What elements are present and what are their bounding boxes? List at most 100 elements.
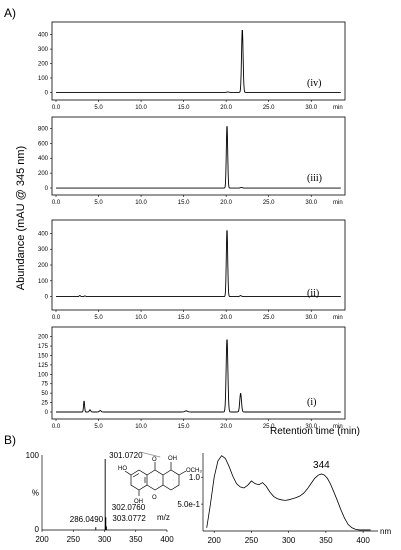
x-unit-label: min <box>333 315 343 321</box>
uv-spectrum: 1.0 5.0e-1 200 250 300 350 400 nm 344 <box>177 453 391 545</box>
chromatogram-frame <box>51 21 346 101</box>
ms-y-tick-top: 100 <box>26 451 40 460</box>
chromatogram-label: (iii) <box>307 173 322 184</box>
x-tick-label: 10.0 <box>135 315 147 321</box>
x-tick-label: 5.0 <box>94 424 103 430</box>
y-tick-label: 0 <box>45 90 49 96</box>
panel-b-label: B) <box>4 433 16 447</box>
uv-x-tick-label: 250 <box>245 536 259 545</box>
x-tick-label: 0.0 <box>52 315 61 321</box>
y-tick-label: 100 <box>38 372 49 378</box>
ms-peak-label: 302.0760 <box>112 503 146 512</box>
y-tick-label: 175 <box>38 344 49 350</box>
chromatogram-frame <box>51 326 346 420</box>
x-tick-label: 15.0 <box>178 424 190 430</box>
y-tick-label: 600 <box>38 141 49 147</box>
chromatogram-label: (ii) <box>307 288 319 299</box>
ms-peak-label: 303.0772 <box>112 514 146 523</box>
panel-a-label: A) <box>4 6 16 20</box>
atom-o-keto: O <box>152 495 157 501</box>
chromatogram-4: 0.0 5.0 10.0 15.0 20.0 25.0 30.0 min 0 25 50 75 100 1… <box>38 326 346 430</box>
ms-x-tick-label: 250 <box>67 535 81 544</box>
x-tick-label: 30.0 <box>305 200 317 206</box>
chromatogram-trace <box>56 126 341 189</box>
ms-x-tick-label: 200 <box>35 535 49 544</box>
y-tick-label: 100 <box>38 76 49 82</box>
ms-y-percent: % <box>32 489 39 498</box>
chromatograms: 0.0 5.0 10.0 15.0 20.0 25.0 30.0 min 0 100 200 300 4… <box>38 21 346 430</box>
x-tick-label: 20.0 <box>220 424 232 430</box>
x-tick-label: 15.0 <box>178 105 190 111</box>
ms-peak-label: 286.0490 <box>70 515 104 524</box>
chromatogram-trace <box>56 29 341 93</box>
chromatogram-label: (i) <box>307 397 316 408</box>
uv-y-tick-label: 1.0 <box>189 473 201 482</box>
x-tick-label: 5.0 <box>94 315 103 321</box>
x-tick-label: 20.0 <box>220 200 232 206</box>
y-tick-label: 400 <box>38 156 49 162</box>
y-tick-label: 0 <box>45 410 49 416</box>
y-tick-label: 0 <box>45 186 49 192</box>
ms-x-tick-label: 400 <box>160 535 174 544</box>
x-tick-label: 5.0 <box>94 200 103 206</box>
uv-peak-annotation: 344 <box>313 460 330 471</box>
y-axis-label: Abundance (mAU @ 345 nm) <box>15 146 27 290</box>
x-tick-label: 10.0 <box>135 424 147 430</box>
x-tick-label: 15.0 <box>178 200 190 206</box>
x-tick-label: 0.0 <box>52 105 61 111</box>
uv-x-tick-label: 200 <box>207 536 221 545</box>
x-tick-label: 30.0 <box>305 424 317 430</box>
y-tick-label: 200 <box>38 171 49 177</box>
atom-oh-bottom: OH <box>134 499 143 505</box>
x-tick-label: 30.0 <box>305 105 317 111</box>
y-tick-label: 400 <box>38 231 49 237</box>
x-tick-label: 15.0 <box>178 315 190 321</box>
x-tick-label: 0.0 <box>52 424 61 430</box>
x-tick-label: 25.0 <box>263 315 275 321</box>
atom-o-ring: O <box>152 457 157 463</box>
x-tick-label: 25.0 <box>263 424 275 430</box>
x-tick-label: 25.0 <box>263 200 275 206</box>
uv-x-tick-label: 400 <box>356 536 370 545</box>
chemical-structure: HO OH OCH₃ O OH O <box>118 456 202 505</box>
y-tick-label: 300 <box>38 247 49 253</box>
ms-x-tick-label: 300 <box>98 535 112 544</box>
y-tick-label: 100 <box>38 279 49 285</box>
x-unit-label: min <box>333 200 343 206</box>
y-tick-label: 200 <box>38 62 49 68</box>
chromatogram-label: (iv) <box>307 78 321 89</box>
ms-x-unit: m/z <box>157 513 170 522</box>
y-tick-label: 150 <box>38 353 49 359</box>
x-unit-label: min <box>333 105 343 111</box>
atom-ho: HO <box>118 466 127 472</box>
x-tick-label: 25.0 <box>263 105 275 111</box>
chromatogram-frame <box>51 116 346 196</box>
x-tick-label: 5.0 <box>94 105 103 111</box>
ms-annotation-arrow <box>140 451 161 458</box>
y-tick-label: 0 <box>45 295 49 301</box>
x-tick-label: 0.0 <box>52 200 61 206</box>
chromatogram-3: 0.0 5.0 10.0 15.0 20.0 25.0 30.0 min 0 100 200 300 4… <box>38 219 346 321</box>
y-tick-label: 200 <box>38 263 49 269</box>
y-tick-label: 800 <box>38 126 49 132</box>
structure-bonds <box>124 462 187 496</box>
atom-och3: OCH₃ <box>186 468 202 474</box>
uv-trace <box>206 455 371 531</box>
uv-x-tick-label: 300 <box>282 536 296 545</box>
y-tick-label: 300 <box>38 47 49 53</box>
y-tick-label: 25 <box>41 401 48 407</box>
y-tick-label: 200 <box>38 335 49 341</box>
x-tick-label: 20.0 <box>220 105 232 111</box>
x-tick-label: 30.0 <box>305 315 317 321</box>
x-tick-label: 10.0 <box>135 105 147 111</box>
uv-x-tick-label: 350 <box>319 536 333 545</box>
ms-x-tick-label: 350 <box>129 535 143 544</box>
x-tick-label: 10.0 <box>135 200 147 206</box>
y-tick-label: 50 <box>41 391 48 397</box>
x-axis-label: Retention time (min) <box>270 426 360 437</box>
chromatogram-trace <box>56 339 341 413</box>
chromatogram-2: 0.0 5.0 10.0 15.0 20.0 25.0 30.0 min 0 200 400 600 8… <box>38 116 346 206</box>
uv-y-tick-label: 5.0e-1 <box>177 500 200 509</box>
